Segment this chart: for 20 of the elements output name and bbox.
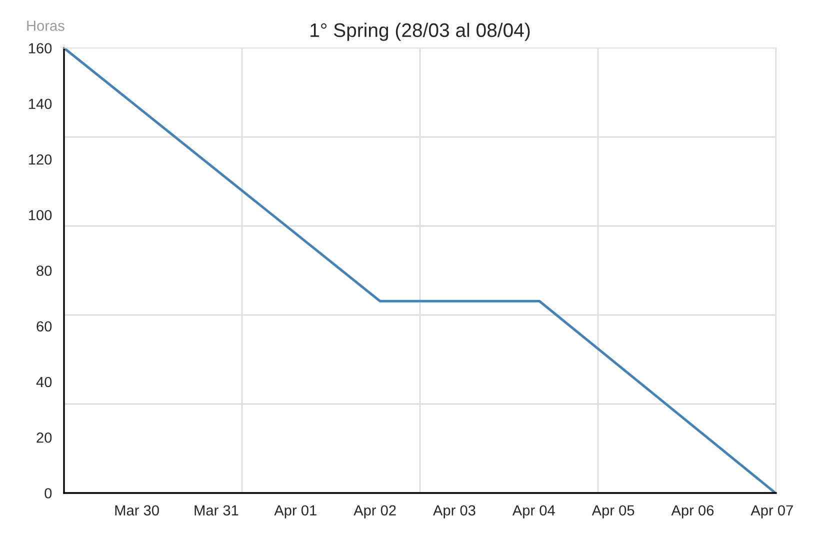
y-tick-label: 0 <box>44 488 52 498</box>
y-tick-label: 100 <box>28 210 52 220</box>
x-tick-label: Apr 05 <box>592 505 634 518</box>
y-tick-label: 60 <box>36 321 52 332</box>
y-tick-label: 20 <box>36 432 52 443</box>
y-axis-title: Horas <box>27 20 64 31</box>
x-tick-label: Apr 03 <box>433 505 476 518</box>
x-tick-label: Apr 06 <box>671 505 714 518</box>
x-tick-label: Apr 02 <box>354 505 396 518</box>
x-tick-label: Apr 01 <box>274 505 316 518</box>
y-tick-label: 120 <box>28 154 52 165</box>
y-tick-label: 80 <box>36 266 52 276</box>
y-tick-label: 40 <box>36 376 52 388</box>
x-tick-label: Apr 04 <box>512 505 555 518</box>
chart-title: 1° Spring (28/03 al 08/04) <box>310 22 530 41</box>
x-tick-label: Mar 30 <box>115 505 159 516</box>
y-tick-label: 140 <box>28 98 52 110</box>
x-tick-label: Apr 07 <box>750 505 793 518</box>
y-tick-label: 160 <box>28 43 52 54</box>
x-tick-label: Mar 31 <box>194 505 238 516</box>
